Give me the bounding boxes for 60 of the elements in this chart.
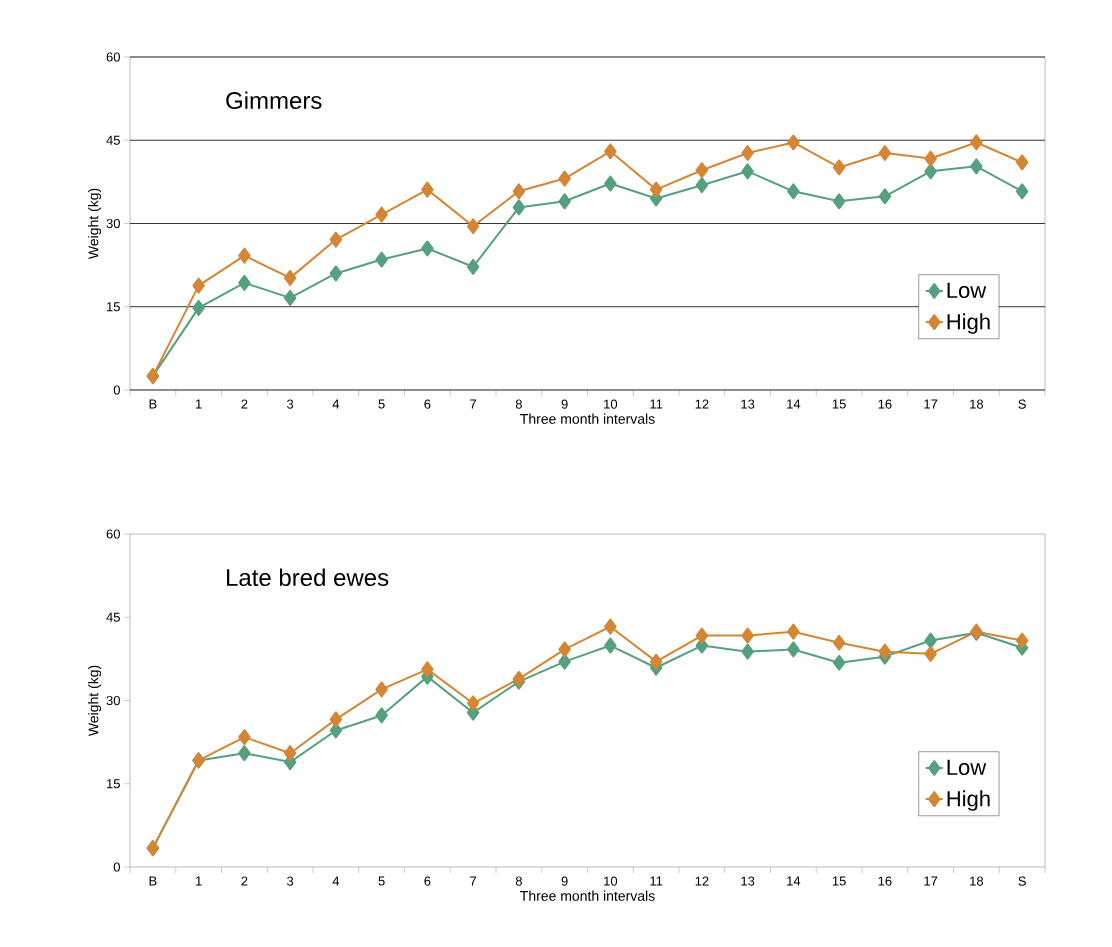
- x-tick-label: 1: [196, 876, 202, 886]
- legend-label: High: [947, 313, 990, 334]
- x-axis-title: Three month intervals: [520, 413, 655, 424]
- x-tick-label: 5: [378, 876, 385, 886]
- x-tick-label: 2: [241, 399, 248, 409]
- annotation: Late bred ewes: [227, 568, 389, 587]
- x-tick-label: 18: [970, 399, 984, 409]
- x-tick-label: B: [149, 876, 157, 886]
- legend-label: Low: [947, 282, 987, 299]
- x-tick-label: S: [1018, 399, 1026, 409]
- x-tick-label: 3: [287, 399, 294, 409]
- x-tick-label: 7: [470, 876, 477, 886]
- x-tick-label: 9: [561, 876, 568, 886]
- x-tick-label: 17: [924, 876, 938, 886]
- x-tick-label: 13: [741, 876, 755, 886]
- x-tick-label: 15: [832, 399, 846, 409]
- y-axis-title: Weight (kg): [88, 665, 102, 737]
- legend-label: Low: [947, 759, 987, 776]
- x-tick-label: 1: [196, 399, 202, 409]
- y-tick-label: 0: [113, 385, 120, 395]
- x-tick-label: 12: [695, 399, 709, 409]
- x-tick-label: 5: [378, 399, 385, 409]
- x-tick-label: 18: [970, 876, 984, 886]
- x-tick-label: 12: [695, 876, 709, 886]
- x-tick-label: 16: [878, 876, 892, 886]
- x-tick-label: 17: [924, 399, 938, 409]
- x-tick-label: 8: [515, 876, 522, 886]
- x-tick-label: 8: [515, 399, 522, 409]
- x-tick-label: S: [1018, 876, 1026, 886]
- y-tick-label: 30: [106, 218, 120, 229]
- x-tick-label: 7: [470, 399, 477, 409]
- x-tick-label: 10: [604, 399, 618, 409]
- x-tick-label: 4: [332, 399, 340, 409]
- y-tick-label: 30: [106, 695, 120, 706]
- x-tick-label: 4: [332, 876, 340, 886]
- x-tick-label: 10: [604, 876, 618, 886]
- x-tick-label: 14: [787, 399, 801, 409]
- y-tick-label: 45: [106, 135, 120, 145]
- x-tick-label: 13: [741, 399, 755, 409]
- y-axis-title: Weight (kg): [88, 188, 102, 260]
- x-tick-label: 6: [424, 399, 431, 409]
- x-tick-label: 9: [561, 399, 568, 409]
- legend-label: High: [947, 790, 990, 811]
- y-tick-label: 15: [107, 302, 120, 312]
- x-tick-label: 3: [287, 876, 294, 886]
- annotation: Gimmers: [226, 91, 322, 110]
- x-tick-label: 14: [787, 876, 801, 886]
- x-tick-label: 6: [424, 876, 431, 886]
- x-tick-label: 11: [650, 876, 663, 886]
- y-tick-label: 15: [107, 779, 120, 789]
- x-tick-label: 16: [878, 399, 892, 409]
- y-tick-label: 0: [113, 862, 120, 872]
- x-tick-label: 11: [650, 399, 663, 409]
- x-axis-title: Three month intervals: [520, 890, 655, 901]
- x-tick-label: 2: [241, 876, 248, 886]
- y-tick-label: 60: [106, 52, 120, 62]
- y-tick-label: 45: [106, 612, 120, 622]
- x-tick-label: B: [149, 399, 157, 409]
- y-tick-label: 60: [106, 529, 120, 539]
- x-tick-label: 15: [832, 876, 846, 886]
